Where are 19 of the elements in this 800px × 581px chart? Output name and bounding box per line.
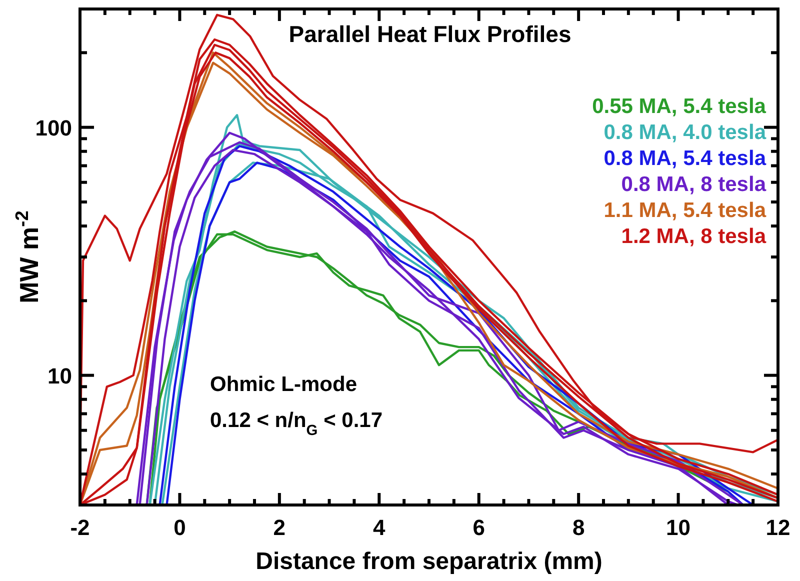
x-tick-label: 0: [174, 515, 186, 540]
x-tick-label: -2: [70, 515, 90, 540]
x-tick-label: 2: [273, 515, 286, 540]
annotation: 0.12 < n/n$_{G}$ < 0.17: [210, 409, 383, 439]
y-tick-label: 100: [35, 115, 72, 140]
x-tick-label: 6: [472, 515, 485, 540]
x-tick-label: 4: [373, 515, 386, 540]
text: 0.8 MA, 5.4 tesla: [604, 147, 766, 170]
x-axis-title: Distance from separatrix (mm): [256, 548, 602, 575]
text: 0.8 MA, 4.0 tesla: [604, 121, 766, 144]
text: 0.55 MA, 5.4 tesla: [592, 95, 766, 118]
annotation: Ohmic L-mode: [210, 373, 358, 396]
x-tick-label: 8: [572, 515, 585, 540]
x-tick-label: 10: [666, 515, 691, 540]
text: 1.2 MA, 8 tesla: [621, 225, 766, 248]
x-tick-label: 12: [766, 515, 790, 540]
text: 0.8 MA, 8 tesla: [621, 173, 766, 196]
text: 1.1 MA, 5.4 tesla: [604, 199, 766, 222]
text: Parallel Heat Flux Profiles: [288, 21, 572, 47]
